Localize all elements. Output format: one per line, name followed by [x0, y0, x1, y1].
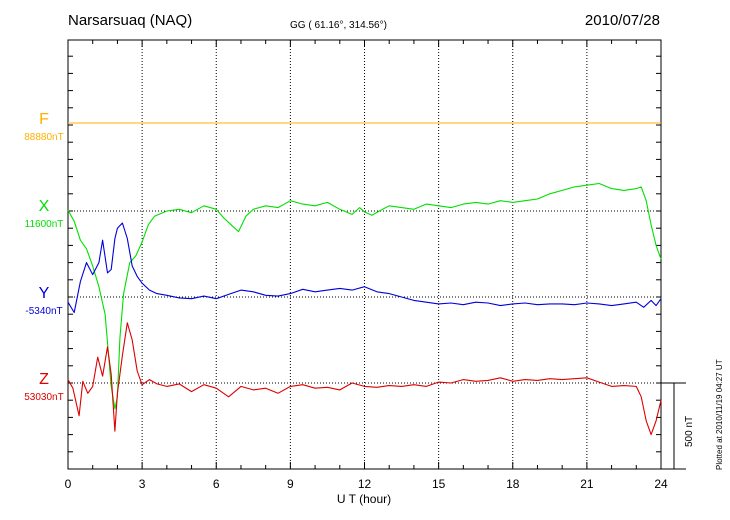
x-tick-label-0: 0 — [65, 477, 72, 491]
baseline-value-x: 11600nT — [25, 219, 64, 230]
series-line-y — [67, 222, 662, 314]
baseline-value-f: 88880nT — [24, 132, 63, 143]
baseline-value-z: 53030nT — [24, 392, 63, 403]
component-letter-f: F — [39, 111, 49, 128]
date-label: 2010/07/28 — [585, 12, 660, 29]
component-labels: F 88880nT X 11600nT Y -5340nT Z 53030nT — [24, 111, 63, 403]
scale-bar-label: 500 nT — [684, 416, 695, 447]
x-tick-label-9: 9 — [287, 477, 294, 491]
y-axis-ticks — [68, 55, 661, 453]
x-axis-label: U T (hour) — [337, 492, 391, 506]
component-letter-z: Z — [39, 371, 49, 388]
station-title: Narsarsuaq (NAQ) — [68, 12, 192, 29]
x-tick-label-18: 18 — [506, 477, 520, 491]
x-tick-label-3: 3 — [139, 477, 146, 491]
vertical-grid — [141, 40, 588, 469]
x-tick-label-6: 6 — [213, 477, 220, 491]
coordinates-label: GG ( 61.16°, 314.56°) — [290, 20, 387, 31]
x-tick-label-15: 15 — [432, 477, 446, 491]
plot-frame — [67, 39, 662, 470]
x-axis-ticks: 0 3 6 9 12 15 18 21 24 — [65, 40, 668, 491]
series-lines — [67, 122, 662, 436]
component-letter-y: Y — [39, 285, 50, 302]
x-tick-label-21: 21 — [580, 477, 594, 491]
component-letter-x: X — [39, 198, 50, 215]
baseline-value-y: -5340nT — [25, 306, 62, 317]
series-line-z — [67, 322, 662, 436]
scale-bar: 500 nT — [661, 382, 695, 470]
x-tick-label-12: 12 — [358, 477, 372, 491]
series-line-x — [67, 182, 662, 410]
x-tick-label-24: 24 — [654, 477, 668, 491]
plotted-timestamp: Plotted at 2010/11/19 04:27 UT — [715, 359, 724, 470]
